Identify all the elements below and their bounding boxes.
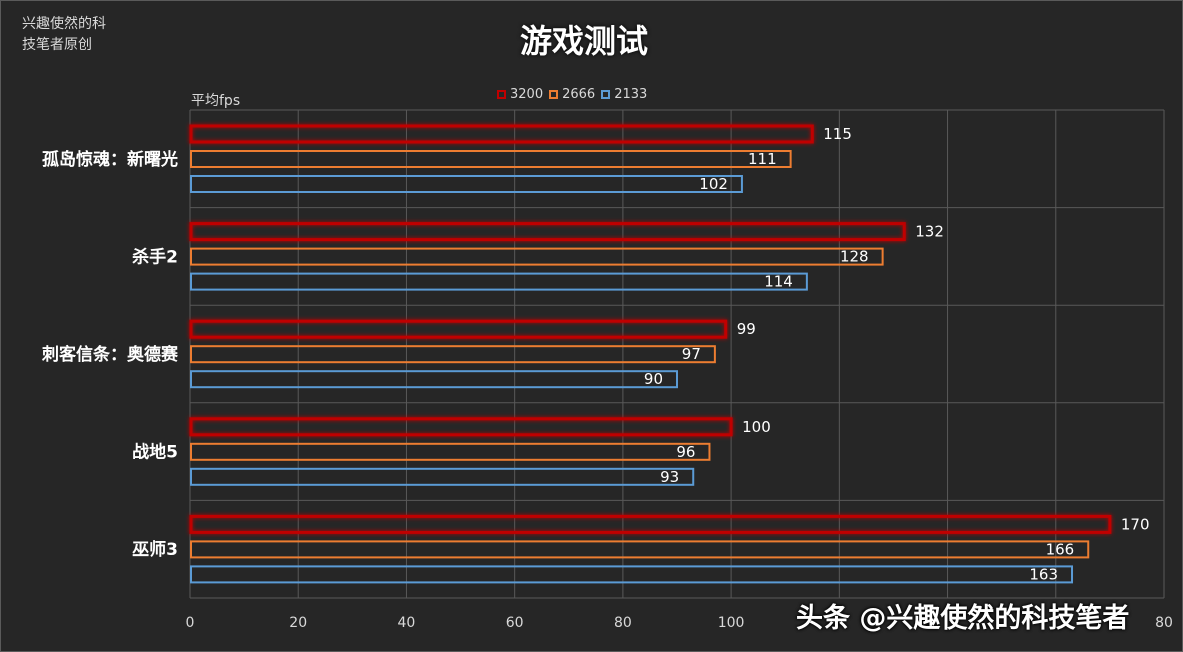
legend-item-3200: 3200 xyxy=(497,87,543,102)
bar-2133 xyxy=(190,272,808,291)
x-tick-label: 40 xyxy=(398,615,416,631)
legend-label-3200: 3200 xyxy=(510,86,544,102)
bars xyxy=(189,124,1112,584)
category-label: 巫师3 xyxy=(132,539,178,560)
data-label: 166 xyxy=(1046,540,1075,558)
chart-title: 游戏测试 xyxy=(519,22,648,60)
data-label: 170 xyxy=(1121,515,1150,533)
bar-3200 xyxy=(189,222,906,242)
bar-2133 xyxy=(190,467,695,486)
legend-item-2666: 2666 xyxy=(549,87,595,102)
bar-2666 xyxy=(190,345,716,364)
category-label: 战地5 xyxy=(132,442,178,463)
data-label: 115 xyxy=(823,125,852,143)
labels: 0 20 40 60 80 100 80 孤岛惊魂：新曙光 115 111 102 杀手2 132 128… xyxy=(42,125,1173,631)
bar-2666 xyxy=(190,150,792,168)
x-tick-label: 80 xyxy=(614,615,632,631)
data-label: 96 xyxy=(676,443,695,461)
bar-3200 xyxy=(189,319,728,339)
bar-2133 xyxy=(190,175,743,193)
bar-2133 xyxy=(190,565,1074,584)
bar-3200 xyxy=(189,514,1112,534)
data-label: 163 xyxy=(1029,565,1058,583)
credit-text: 兴趣使然的科技笔者原创 xyxy=(22,16,106,53)
legend-label-2133: 2133 xyxy=(614,86,648,102)
x-tick-label: 0 xyxy=(186,615,195,631)
x-tick-label: 100 xyxy=(718,615,745,631)
legend-swatch-2666 xyxy=(549,89,559,99)
bar-2133 xyxy=(190,370,678,389)
legend: 3200 2666 2133 xyxy=(497,85,653,103)
category-label: 孤岛惊魂：新曙光 xyxy=(42,149,178,170)
bar-2666 xyxy=(190,540,1090,559)
x-tick-label: 60 xyxy=(506,615,524,631)
data-label: 97 xyxy=(682,345,701,363)
data-label: 132 xyxy=(915,223,944,241)
data-label: 93 xyxy=(660,468,679,486)
category-label: 刺客信条：奥德赛 xyxy=(42,344,179,365)
x-tick-label: 20 xyxy=(289,615,307,631)
legend-swatch-3200 xyxy=(497,89,506,99)
bar-2666 xyxy=(190,442,711,461)
data-label: 99 xyxy=(737,320,756,338)
data-label: 114 xyxy=(764,273,793,291)
x-tick-label: 80 xyxy=(1155,615,1173,631)
legend-item-2133: 2133 xyxy=(601,87,647,102)
legend-label-2666: 2666 xyxy=(562,86,596,102)
data-label: 111 xyxy=(748,150,777,168)
data-label: 102 xyxy=(699,175,728,193)
bar-3200 xyxy=(189,417,733,437)
category-label: 杀手2 xyxy=(132,246,178,267)
grid-lines xyxy=(189,109,1165,599)
data-label: 100 xyxy=(742,418,771,436)
bar-3200 xyxy=(189,124,814,144)
legend-swatch-2133 xyxy=(601,89,611,99)
watermark: 头条 @兴趣使然的科技笔者 xyxy=(796,603,1130,634)
data-label: 128 xyxy=(840,248,869,266)
bar-2666 xyxy=(190,247,884,266)
y-axis-label: 平均fps xyxy=(191,93,241,109)
data-label: 90 xyxy=(644,370,663,388)
